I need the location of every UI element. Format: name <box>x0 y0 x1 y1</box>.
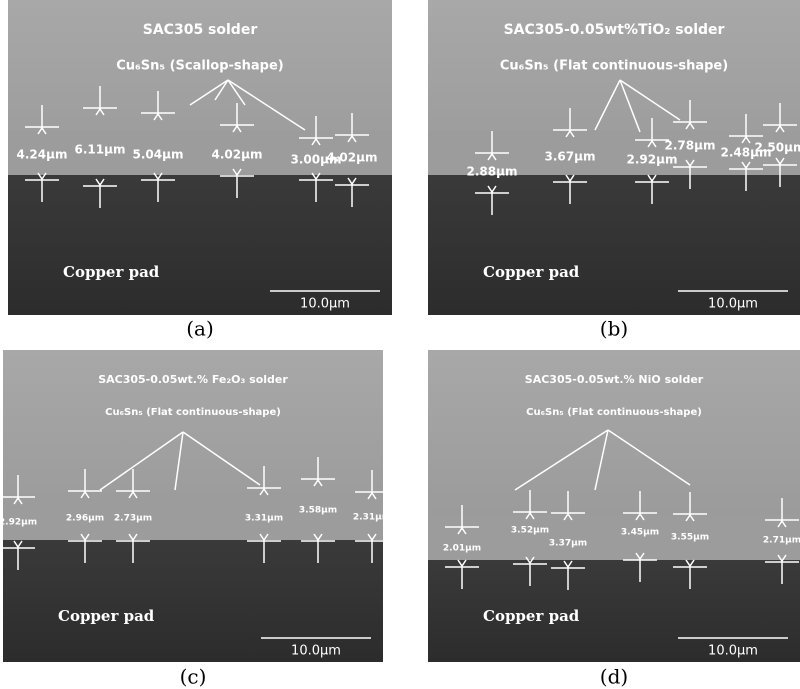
phase-label: Cu₆Sn₅ (Flat continuous-shape) <box>105 407 281 418</box>
phase-label: Cu₆Sn₅ (Scallop-shape) <box>116 59 283 74</box>
thickness-label: 3.31µm <box>245 514 283 524</box>
phase-label: Cu₆Sn₅ (Flat continuous-shape) <box>500 59 728 74</box>
thickness-label: 2.50µm <box>755 141 800 155</box>
substrate-label: Copper pad <box>58 607 155 625</box>
scale-bar-label: 10.0µm <box>300 297 350 312</box>
thickness-label: 2.01µm <box>443 544 481 554</box>
scale-bar-label: 10.0µm <box>708 297 758 312</box>
thickness-label: 3.52µm <box>511 526 549 536</box>
thickness-label: 3.58µm <box>299 506 337 516</box>
copper-region <box>428 175 800 315</box>
panel-title: SAC305-0.05wt.% Fe₂O₃ solder <box>98 373 288 386</box>
thickness-label: 4.02µm <box>327 151 378 165</box>
imc-layer <box>428 515 800 560</box>
thickness-label: 2.88µm <box>467 165 518 179</box>
panel-title: SAC305 solder <box>143 22 258 38</box>
thickness-label: 2.71µm <box>763 536 800 546</box>
thickness-label: 2.31µm <box>353 513 391 523</box>
thickness-label: 2.92µm <box>0 518 37 528</box>
thickness-label: 5.04µm <box>133 148 184 162</box>
substrate-label: Copper pad <box>63 263 160 281</box>
thickness-label: 2.96µm <box>66 514 104 524</box>
thickness-label: 2.78µm <box>665 139 716 153</box>
thickness-label: 2.73µm <box>114 514 152 524</box>
scale-bar-label: 10.0µm <box>291 644 341 659</box>
panel-caption: (c) <box>180 665 207 689</box>
thickness-label: 6.11µm <box>75 143 126 157</box>
figure: SAC305 solder Cu₆Sn₅ (Scallop-shape) 10.0µ… <box>0 0 800 689</box>
phase-label: Cu₆Sn₅ (Flat continuous-shape) <box>526 407 702 418</box>
panel-caption: (d) <box>600 665 628 689</box>
panel-title: SAC305-0.05wt.% NiO solder <box>525 373 704 386</box>
thickness-label: 4.02µm <box>212 148 263 162</box>
panel-caption: (a) <box>186 317 214 341</box>
thickness-label: 3.55µm <box>671 533 709 543</box>
thickness-label: 3.37µm <box>549 539 587 549</box>
substrate-label: Copper pad <box>483 263 580 281</box>
scale-bar-label: 10.0µm <box>708 644 758 659</box>
panel-caption: (b) <box>600 317 628 341</box>
thickness-label: 3.45µm <box>621 528 659 538</box>
copper-region <box>8 175 392 315</box>
thickness-label: 2.92µm <box>627 153 678 167</box>
panel-title: SAC305-0.05wt%TiO₂ solder <box>504 22 725 38</box>
thickness-label: 3.67µm <box>545 150 596 164</box>
imc-layer <box>3 495 383 540</box>
substrate-label: Copper pad <box>483 607 580 625</box>
thickness-label: 4.24µm <box>17 148 68 162</box>
